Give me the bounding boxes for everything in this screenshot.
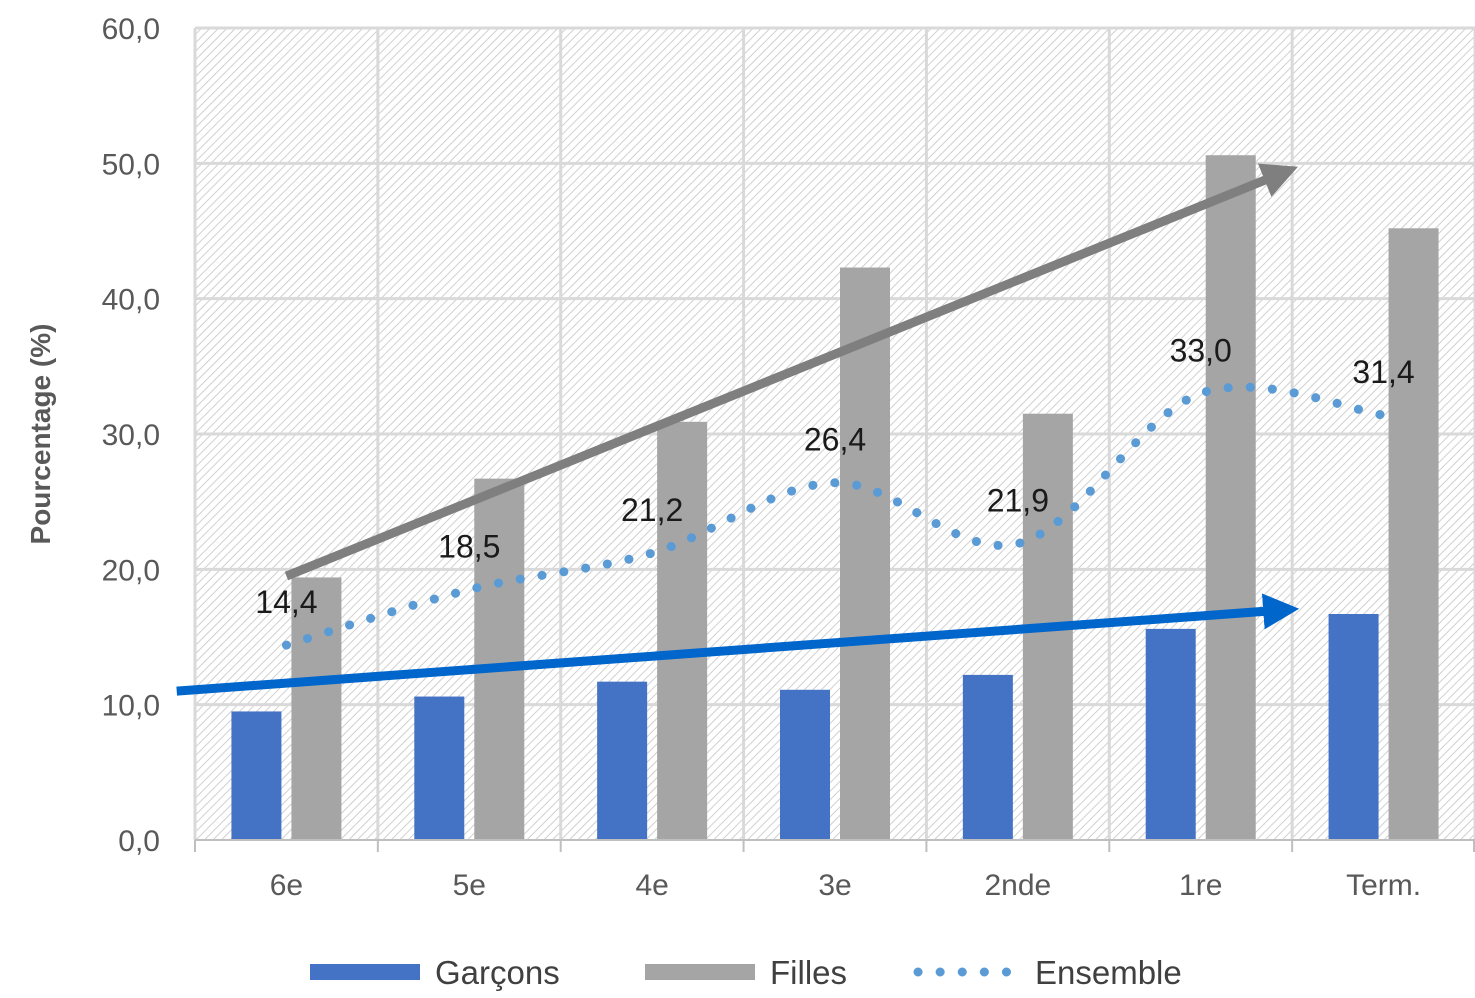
legend-label-ensemble: Ensemble [1035, 954, 1182, 991]
bar-garçons [1145, 628, 1196, 840]
data-label: 26,4 [804, 422, 866, 458]
data-label: 21,9 [987, 483, 1049, 519]
gridlines [193, 26, 1475, 840]
x-tick-label: 6e [270, 869, 303, 902]
bar-filles [1388, 228, 1439, 840]
y-tick-label: 20,0 [102, 554, 160, 587]
x-tick-label: 5e [453, 869, 486, 902]
data-label: 33,0 [1170, 332, 1232, 368]
y-tick-label: 10,0 [102, 690, 160, 723]
trend-arrow [176, 593, 1300, 696]
bar-garçons [962, 674, 1013, 840]
bar-garçons [231, 711, 282, 840]
bar-filles [474, 478, 525, 840]
bar-garçons [414, 696, 465, 840]
bar-garçons [597, 681, 648, 840]
x-axis-ticks: 6e 5e 4e 3e 2nde 1re Term. [194, 840, 1475, 902]
x-tick-label: 2nde [984, 869, 1051, 902]
trend-arrow [284, 163, 1299, 581]
bar-filles [657, 421, 708, 840]
legend-swatch-garçons [310, 964, 420, 980]
legend-label-garçons: Garçons [435, 954, 560, 991]
bar-filles [1205, 155, 1256, 841]
data-label: 18,5 [438, 529, 500, 565]
trend-arrows [176, 163, 1300, 696]
bar-garçons [780, 689, 830, 840]
data-labels: 14,4 18,5 21,2 26,4 21,9 33,0 31,4 [255, 332, 1414, 620]
legend-label-filles: Filles [770, 954, 847, 991]
data-label: 14,4 [255, 584, 317, 620]
x-tick-label: 1re [1179, 869, 1222, 902]
legend-swatch-filles [645, 964, 755, 980]
y-tick-label: 50,0 [102, 148, 160, 181]
y-axis-label: Pourcentage (%) [25, 324, 56, 545]
y-tick-label: 40,0 [102, 284, 160, 317]
x-tick-label: Term. [1346, 869, 1421, 902]
data-label: 31,4 [1352, 354, 1414, 390]
x-tick-label: 3e [818, 869, 851, 902]
legend: Garçons Filles Ensemble [310, 954, 1182, 991]
y-tick-label: 30,0 [102, 419, 160, 452]
bar-filles [840, 267, 890, 840]
bar-garçons [1328, 613, 1379, 840]
x-tick-label: 4e [635, 869, 668, 902]
y-tick-label: 60,0 [102, 13, 160, 46]
data-label: 21,2 [621, 492, 683, 528]
y-tick-label: 0,0 [118, 825, 160, 858]
y-axis-ticks: 0,0 10,0 20,0 30,0 40,0 50,0 60,0 [102, 13, 160, 858]
bar-filles [291, 577, 342, 840]
